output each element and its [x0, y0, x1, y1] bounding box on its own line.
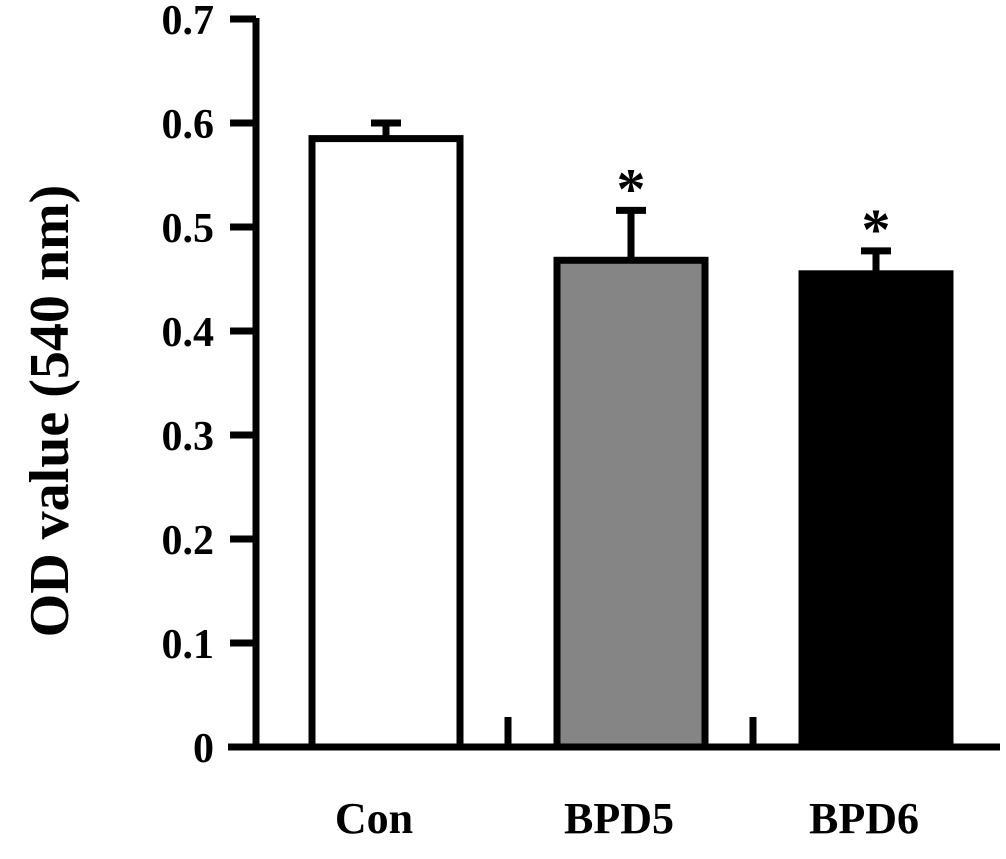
y-tick-label: 0.7	[162, 0, 215, 44]
x-tick-separators	[504, 717, 757, 747]
bar-con	[308, 135, 464, 751]
y-tick-label: 0.3	[162, 414, 215, 460]
y-tick-label: 0.2	[162, 518, 215, 564]
bar-bpd6	[798, 270, 954, 751]
y-axis-title: OD value (540 nm)	[19, 185, 81, 638]
error-bars	[371, 119, 891, 274]
bar-bpd5	[553, 256, 709, 751]
y-ticks: 0 0.1 0.2 0.3 0.4 0.5 0.6 0.7	[162, 0, 256, 772]
x-category-label: Con	[335, 794, 413, 843]
significance-markers: **	[617, 156, 891, 262]
x-category-label: BPD5	[564, 794, 674, 843]
y-tick-label: 0	[193, 726, 214, 772]
y-tick-label: 0.4	[162, 310, 215, 356]
y-tick-label: 0.1	[162, 622, 215, 668]
y-tick-label: 0.5	[162, 206, 215, 252]
significance-marker-bpd5: *	[617, 156, 646, 221]
significance-marker-bpd6: *	[862, 197, 891, 262]
x-category-label: BPD6	[809, 794, 919, 843]
y-tick-label: 0.6	[162, 102, 215, 148]
bars	[308, 135, 954, 751]
x-category-labels: Con BPD5 BPD6	[335, 794, 919, 843]
